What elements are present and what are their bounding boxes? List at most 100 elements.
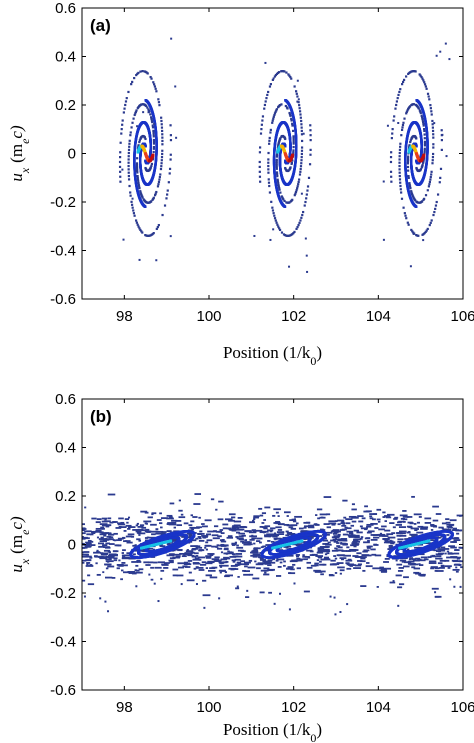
- band-point: [446, 534, 450, 536]
- spiral-outer-point: [292, 138, 295, 142]
- spiral-outer-point: [410, 104, 413, 107]
- spiral-outer-point: [406, 165, 410, 169]
- spiral-outer-point: [267, 161, 270, 164]
- spiral-outer-point: [420, 75, 423, 79]
- band-point: [103, 534, 107, 537]
- spiral-outer-point: [119, 151, 122, 154]
- spiral-outer-point: [295, 227, 298, 231]
- spiral-outer-point: [421, 200, 424, 203]
- band-point: [323, 556, 330, 559]
- band-point: [82, 547, 86, 549]
- band-point: [202, 536, 207, 539]
- band-point: [399, 514, 408, 517]
- spiral-outer-point: [140, 230, 143, 233]
- band-point: [296, 522, 299, 525]
- spiral-outer-point: [295, 92, 298, 95]
- spiral-outer-point: [429, 104, 432, 107]
- spiral-outer-point: [405, 110, 408, 113]
- stray-point: [439, 50, 442, 53]
- spiral-outer-point: [159, 173, 162, 176]
- band-point: [253, 518, 256, 521]
- stray-point: [175, 136, 178, 139]
- spiral-outer-point: [423, 129, 426, 132]
- band-point: [87, 583, 95, 586]
- spiral-outer-point: [120, 128, 123, 131]
- spiral-outer-point: [272, 117, 275, 120]
- spiral-outer-point: [161, 143, 164, 146]
- stray-point: [300, 192, 303, 195]
- band-point: [102, 527, 105, 530]
- band-point: [261, 522, 265, 524]
- spiral-outer-point: [280, 231, 284, 234]
- band-point: [218, 561, 226, 564]
- spiral-outer-point: [410, 190, 413, 193]
- band-point: [222, 523, 229, 526]
- spiral-outer-point: [272, 212, 275, 215]
- spiral-outer-point: [128, 142, 131, 145]
- spiral-outer-point: [298, 221, 301, 224]
- spiral-outer-point: [405, 112, 408, 115]
- band-point: [283, 564, 286, 567]
- spiral-outer-point: [140, 194, 143, 197]
- band-point: [428, 562, 437, 564]
- band-point: [125, 524, 132, 527]
- spiral-outer-point: [277, 185, 280, 188]
- spiral-outer-point: [422, 121, 425, 124]
- band-point: [353, 567, 361, 569]
- spiral-outer-point: [400, 134, 403, 137]
- band-point: [384, 520, 388, 523]
- spiral-outer-point: [300, 152, 303, 156]
- spiral-outer-point: [296, 226, 299, 229]
- band-point: [141, 526, 147, 529]
- spiral-outer-point: [159, 167, 163, 171]
- spiral-outer-point: [430, 113, 433, 116]
- stray-point: [135, 170, 138, 173]
- spiral-outer-point: [135, 73, 138, 77]
- spiral-outer-point: [427, 185, 430, 188]
- band-point: [262, 545, 266, 548]
- spiral-outer-point: [276, 173, 279, 176]
- spiral-outer-point: [392, 119, 395, 122]
- band-point: [136, 538, 141, 541]
- band-point: [277, 523, 284, 526]
- spiral-outer-point: [276, 180, 280, 183]
- spiral-outer-point: [423, 127, 426, 131]
- band-point: [385, 516, 392, 519]
- band-point: [96, 518, 102, 521]
- band-point: [199, 530, 203, 533]
- spiral-outer-point: [431, 162, 434, 165]
- spiral-outer-point: [309, 148, 312, 151]
- stray-point: [444, 42, 447, 45]
- spiral-outer-point: [292, 149, 295, 152]
- band-point: [283, 511, 291, 514]
- spiral-outer-point: [439, 176, 442, 179]
- band-point: [249, 538, 255, 541]
- band-point: [360, 557, 366, 560]
- spiral-outer-point: [146, 106, 149, 109]
- spiral-outer-point: [299, 170, 302, 173]
- band-point: [379, 532, 383, 535]
- spiral-outer-point: [152, 196, 155, 199]
- spiral-outer-point: [290, 119, 293, 122]
- spiral-inner-point: [284, 99, 287, 102]
- spiral-outer-point: [277, 144, 280, 147]
- band-point: [436, 550, 441, 553]
- band-point: [98, 542, 105, 545]
- band-point: [460, 566, 463, 569]
- band-point: [295, 544, 303, 546]
- spiral-outer-point: [124, 100, 128, 103]
- spiral-outer-point: [290, 117, 293, 120]
- spiral-outer-point: [289, 166, 292, 169]
- spiral-outer-point: [158, 104, 161, 107]
- spiral-outer-point: [154, 87, 157, 90]
- spiral-outer-point: [130, 83, 133, 86]
- spiral-outer-point: [268, 136, 271, 140]
- spiral-outer-point: [131, 121, 134, 124]
- spiral-outer-point: [152, 129, 155, 132]
- spiral-outer-point: [292, 137, 295, 140]
- spiral-outer-point: [431, 129, 435, 133]
- band-point: [244, 561, 251, 564]
- spiral-outer-point: [267, 178, 270, 181]
- spiral-outer-point: [292, 150, 295, 154]
- stray-point: [306, 270, 309, 273]
